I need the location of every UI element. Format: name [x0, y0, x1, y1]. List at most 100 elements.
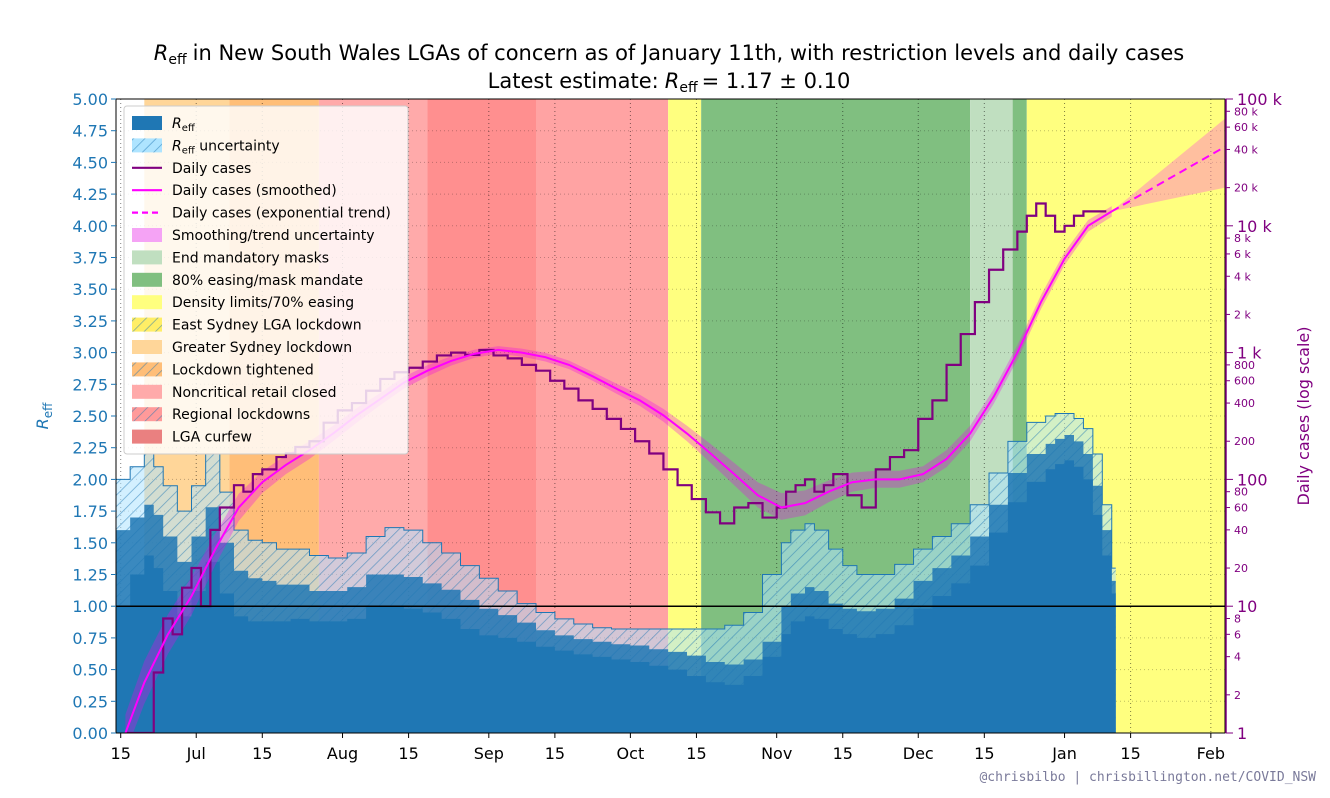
- trend-uncertainty-band: [1111, 118, 1225, 212]
- legend-label-2: Daily cases: [172, 161, 251, 177]
- legend-label-5: Smoothing/trend uncertainty: [172, 228, 375, 244]
- legend-label-14: LGA curfew: [172, 430, 252, 446]
- ytick-left-label-7: 1.75: [72, 502, 108, 521]
- ytick-right-minor-label-9: 400: [1234, 397, 1255, 410]
- ytick-left-label-1: 0.25: [72, 692, 108, 711]
- xtick-label-1: Jul: [186, 744, 206, 763]
- legend-swatch-5: [132, 228, 162, 242]
- daily-cases-line: [125, 202, 1107, 733]
- ytick-left-label-20: 5.00: [72, 90, 108, 109]
- xtick-label-7: Oct: [617, 744, 645, 763]
- ytick-right-minor-label-1: 4: [1234, 651, 1241, 664]
- ytick-right-minor-label-18: 60 k: [1234, 121, 1258, 134]
- ytick-right-label-3: 1 k: [1237, 344, 1262, 363]
- ytick-left-label-14: 3.50: [72, 280, 108, 299]
- xtick-label-0: 15: [111, 744, 131, 763]
- ytick-right-minor-label-4: 20: [1234, 562, 1248, 575]
- ytick-left-label-2: 0.50: [72, 661, 108, 680]
- restriction-band-5: [668, 99, 702, 733]
- x-axis-ticks: 15 Jul 15 Aug 15 Sep 15 Oct 15 Nov 15 Dec 15 Jan 15 Feb: [111, 733, 1225, 763]
- ytick-left-label-0: 0.00: [72, 724, 108, 743]
- legend-swatch-hatch-1: [132, 138, 162, 153]
- ytick-left-label-8: 2.00: [72, 470, 108, 489]
- legend-label-13: Regional lockdowns: [172, 407, 310, 423]
- xtick-label-3: Aug: [327, 744, 358, 763]
- daily-cases-trend-line: [1111, 145, 1225, 213]
- legend-label-9: East Sydney LGA lockdown: [172, 318, 362, 334]
- legend: Reff Reff uncertainty Daily cases Daily cas…: [123, 105, 409, 455]
- legend-swatch-8: [132, 295, 162, 310]
- ytick-left-label-5: 1.25: [72, 566, 108, 585]
- ytick-right-minor-label-14: 6 k: [1234, 248, 1251, 261]
- chart-title-line1: Reff in New South Wales LGAs of concern a…: [154, 41, 1184, 68]
- ytick-right-minor-label-3: 8: [1234, 612, 1241, 625]
- ytick-left-label-17: 4.25: [72, 185, 108, 204]
- ytick-right-label-2: 100: [1237, 470, 1268, 489]
- xtick-label-14: 15: [1120, 744, 1140, 763]
- legend-swatch-6: [132, 250, 162, 265]
- reff-lower-area: [116, 460, 1116, 733]
- left-axis-label: Reff: [33, 402, 55, 430]
- ytick-left-label-18: 4.50: [72, 153, 108, 172]
- ytick-right-minor-label-15: 8 k: [1234, 232, 1251, 245]
- ytick-right-minor-label-5: 40: [1234, 524, 1248, 537]
- legend-swatch-14: [132, 429, 162, 444]
- ytick-right-minor-label-10: 600: [1234, 375, 1255, 388]
- legend-swatch-10: [132, 340, 162, 354]
- ytick-right-minor-label-19: 80 k: [1234, 105, 1258, 118]
- legend-label-1: Reff uncertainty: [172, 138, 280, 156]
- xtick-label-15: Feb: [1197, 744, 1225, 763]
- credit-text: @chrisbilbo | chrisbillington.net/COVID_…: [979, 770, 1316, 785]
- ytick-left-label-9: 2.25: [72, 439, 108, 458]
- reff-area: [116, 412, 1116, 733]
- legend-label-8: Density limits/70% easing: [172, 295, 354, 311]
- legend-label-4: Daily cases (exponential trend): [172, 206, 391, 222]
- ytick-right-minor-label-7: 80: [1234, 486, 1248, 499]
- legend-label-10: Greater Sydney lockdown: [172, 340, 352, 356]
- smoothing-uncertainty-band: [125, 206, 1112, 733]
- legend-label-12: Noncritical retail closed: [172, 385, 337, 401]
- xtick-label-6: 15: [545, 744, 565, 763]
- daily-cases-smoothed-line: [124, 210, 1113, 733]
- legend-swatch-hatch-13: [132, 407, 162, 422]
- ytick-right-minor-label-12: 2 k: [1234, 308, 1251, 321]
- ytick-right-label-5: 100 k: [1237, 90, 1283, 109]
- legend-swatch-7: [132, 272, 162, 287]
- legend-swatch-hatch-11: [132, 362, 162, 377]
- cases-lines: [124, 118, 1225, 733]
- ytick-left-label-13: 3.25: [72, 312, 108, 331]
- xtick-label-13: Jan: [1051, 744, 1077, 763]
- ytick-left-label-6: 1.50: [72, 534, 108, 553]
- ytick-left-label-19: 4.75: [72, 122, 108, 141]
- ytick-left-label-11: 2.75: [72, 375, 108, 394]
- xtick-label-10: 15: [833, 744, 853, 763]
- legend-swatch-hatch-9: [132, 317, 162, 332]
- ytick-right-minor-label-2: 6: [1234, 628, 1241, 641]
- ytick-right-minor-label-17: 40 k: [1234, 143, 1258, 156]
- ytick-right-label-4: 10 k: [1237, 217, 1272, 236]
- ytick-right-label-0: 1: [1237, 724, 1247, 743]
- ytick-right-minor-label-11: 800: [1234, 359, 1255, 372]
- right-axis-ticks: 1 10 100 1 k 10 k 100 k 2 4 6 8 20 40 60 80 200 400 600 8…: [1226, 90, 1283, 743]
- ytick-left-label-3: 0.75: [72, 629, 108, 648]
- ytick-right-label-1: 10: [1237, 597, 1257, 616]
- ytick-left-label-15: 3.75: [72, 249, 108, 268]
- xtick-label-11: Dec: [903, 744, 934, 763]
- ytick-left-label-16: 4.00: [72, 217, 108, 236]
- legend-box: [123, 105, 409, 455]
- ytick-right-minor-label-6: 60: [1234, 502, 1248, 515]
- xtick-label-12: 15: [974, 744, 994, 763]
- ytick-left-label-10: 2.50: [72, 407, 108, 426]
- legend-label-6: End mandatory masks: [172, 250, 329, 266]
- legend-swatch-0: [132, 116, 162, 130]
- ytick-right-minor-label-13: 4 k: [1234, 270, 1251, 283]
- xtick-label-2: 15: [252, 744, 272, 763]
- legend-swatch-12: [132, 384, 162, 399]
- ytick-left-label-12: 3.00: [72, 344, 108, 363]
- left-axis-ticks: 0.00 0.25 0.50 0.75 1.00 1.25 1.50 1.75 2.00 2.25…: [72, 90, 116, 743]
- ytick-right-minor-label-0: 2: [1234, 689, 1241, 702]
- legend-label-7: 80% easing/mask mandate: [172, 273, 363, 289]
- ytick-left-label-4: 1.00: [72, 597, 108, 616]
- ytick-right-minor-label-16: 20 k: [1234, 182, 1258, 195]
